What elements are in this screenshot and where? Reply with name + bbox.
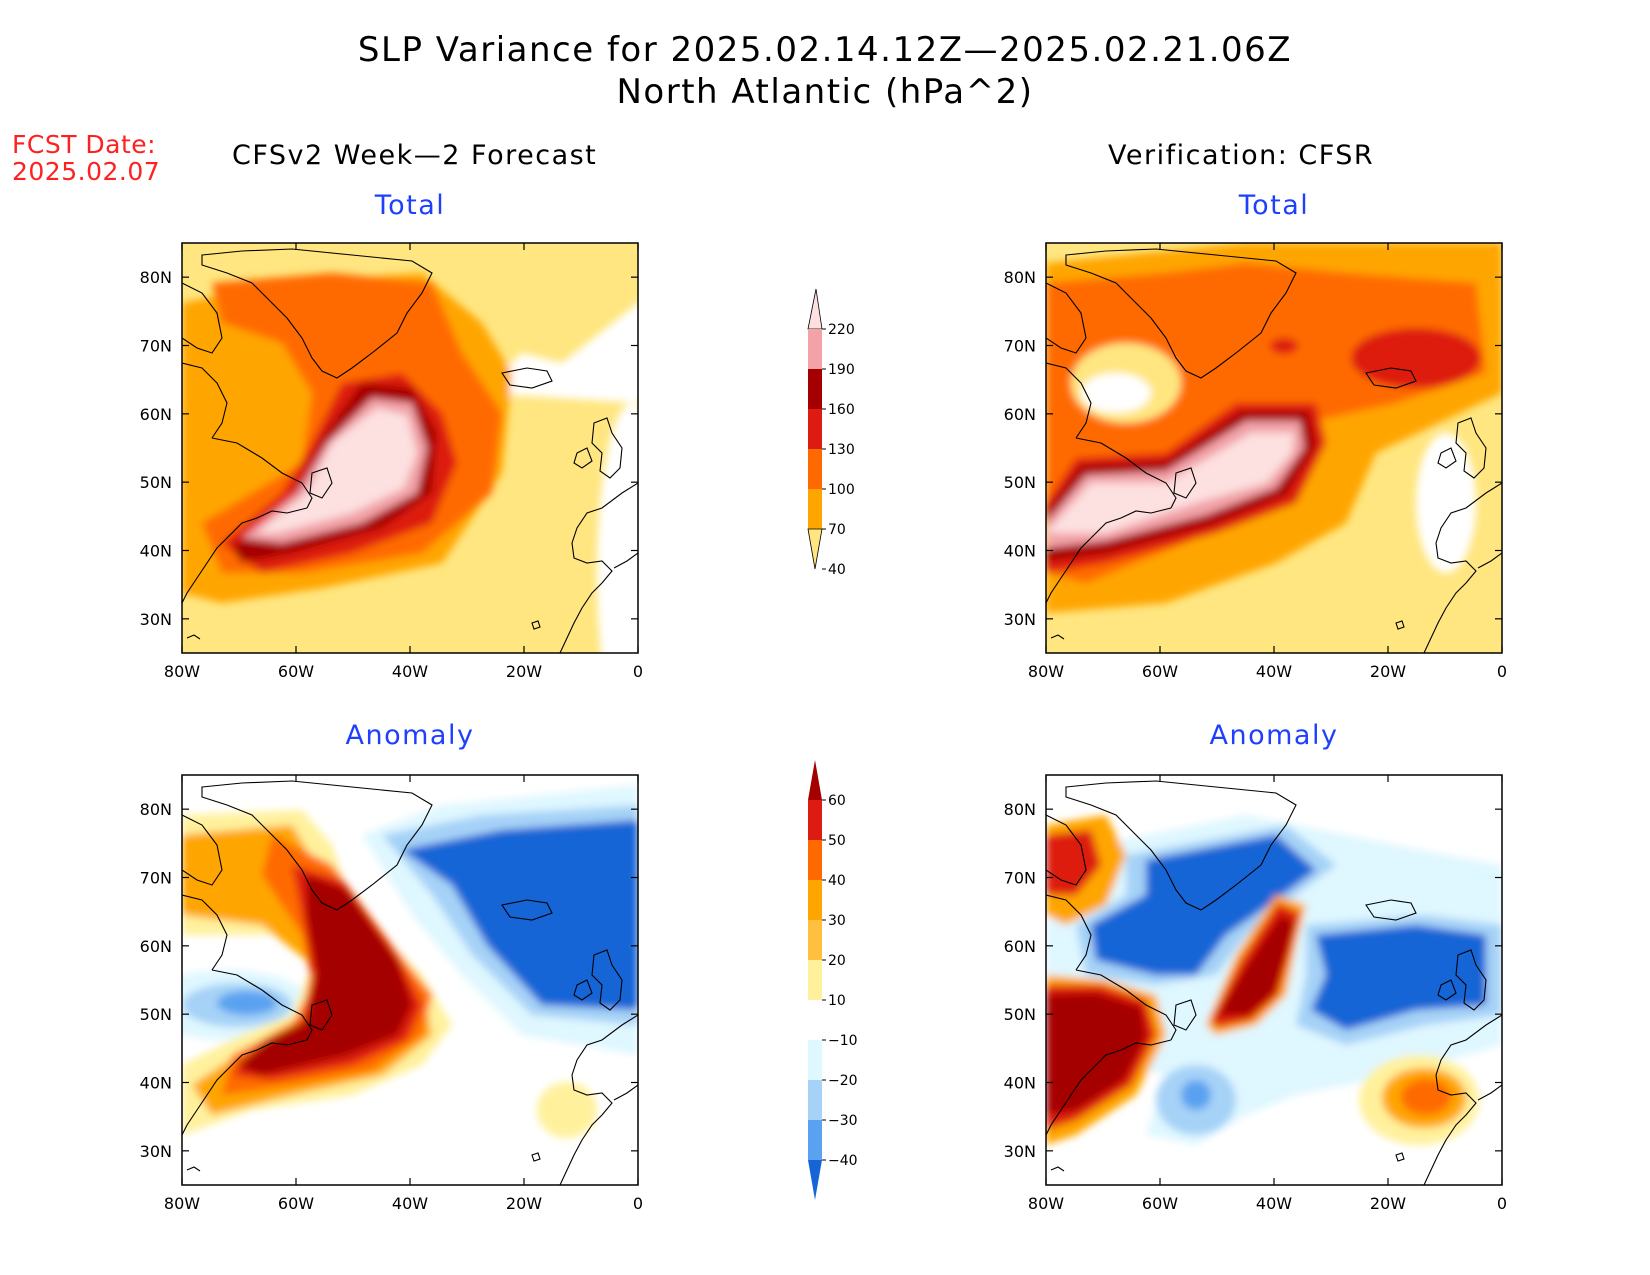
- main-title: SLP Variance for 2025.02.14.12Z—2025.02.…: [357, 30, 1293, 70]
- cb-total-segment: [808, 329, 822, 369]
- cb-anom-tip-top: [808, 760, 822, 800]
- fcst-anomaly-lat-label: 70N: [140, 869, 172, 888]
- cb-anom-segment: [808, 880, 822, 920]
- fcst-total-heading: Total: [374, 190, 446, 221]
- cb-anom-label: 50: [828, 833, 846, 849]
- cb-anom-label: −10: [828, 1033, 858, 1049]
- cfsr-anomaly-heading: Anomaly: [1209, 720, 1339, 751]
- fcst-anomaly-heading: Anomaly: [345, 720, 475, 751]
- cfsr-total-heading: Total: [1238, 190, 1310, 221]
- cb-anom-segment: [808, 1120, 822, 1160]
- fcst-date-label: FCST Date:: [12, 130, 157, 159]
- cfsr-total-map: [1045, 242, 1503, 654]
- cb-total-tip-bottom: [807, 528, 823, 570]
- cfsr-anomaly-lat-label: 50N: [1004, 1005, 1036, 1024]
- cb-anom-label: 10: [828, 993, 846, 1009]
- cfsr-anomaly-lat-label: 30N: [1004, 1142, 1036, 1161]
- cb-anom-segment: [808, 1080, 822, 1120]
- cfsr-total-lon-label: 40W: [1256, 662, 1292, 681]
- cfsr-total-lat-label: 70N: [1004, 337, 1036, 356]
- fcst-total-lon-label: 60W: [278, 662, 314, 681]
- fcst-total-map: [181, 242, 639, 654]
- cb-anom-segment: [808, 1000, 822, 1040]
- cfsr-anomaly-lat-label: 60N: [1004, 937, 1036, 956]
- cfsr-anomaly-lon-label: 40W: [1256, 1194, 1292, 1213]
- cb-total-label: 130: [828, 442, 855, 458]
- cfsr-total-lat-label: 50N: [1004, 473, 1036, 492]
- fcst-anomaly-lat-label: 40N: [140, 1074, 172, 1093]
- cb-total-segment: [808, 409, 822, 449]
- fcst-total-lon-label: 80W: [164, 662, 200, 681]
- cb-total-label: 100: [828, 482, 855, 498]
- cb-total-segment: [808, 369, 822, 409]
- cfsr-anomaly-lon-label: 20W: [1370, 1194, 1406, 1213]
- cb-total-label: 220: [828, 322, 855, 338]
- cb-anom-segment: [808, 1040, 822, 1080]
- cb-anom-label: −30: [828, 1113, 858, 1129]
- fcst-date-value: 2025.02.07: [12, 157, 161, 186]
- cfsr-total-lat-label: 80N: [1004, 268, 1036, 287]
- fcst-anomaly-lat-label: 60N: [140, 937, 172, 956]
- cb-anom-label: 60: [828, 793, 846, 809]
- cb-anom-label: 20: [828, 953, 846, 969]
- cb-total-label: 70: [828, 522, 846, 538]
- cb-anom-label: 40: [828, 873, 846, 889]
- cfsr-total-lon-label: 60W: [1142, 662, 1178, 681]
- cb-total-tip-top: [807, 288, 823, 330]
- cb-anom-segment: [808, 800, 822, 840]
- cb-anom-segment: [808, 920, 822, 960]
- cb-total-segment: [808, 449, 822, 489]
- fcst-total-lon-label: 0: [633, 662, 643, 681]
- fcst-anomaly-lat-label: 80N: [140, 800, 172, 819]
- cfsr-total-lat-label: 60N: [1004, 405, 1036, 424]
- fcst-total-lat-label: 80N: [140, 268, 172, 287]
- cb-anom-segment: [808, 960, 822, 1000]
- fcst-anomaly-lat-label: 30N: [140, 1142, 172, 1161]
- cfsr-anomaly-lon-label: 80W: [1028, 1194, 1064, 1213]
- fcst-anomaly-lon-label: 60W: [278, 1194, 314, 1213]
- cfsr-anomaly-lon-label: 0: [1497, 1194, 1507, 1213]
- fcst-anomaly-map: [181, 774, 639, 1186]
- cfsr-total-lon-label: 0: [1497, 662, 1507, 681]
- cfsr-anomaly-lat-label: 80N: [1004, 800, 1036, 819]
- cfsr-anomaly-lat-label: 70N: [1004, 869, 1036, 888]
- fcst-total-lat-label: 60N: [140, 405, 172, 424]
- fcst-total-lat-label: 40N: [140, 542, 172, 561]
- forecast-column-title: CFSv2 Week—2 Forecast: [232, 140, 598, 171]
- fcst-anomaly-lon-label: 80W: [164, 1194, 200, 1213]
- cfsr-total-lon-label: 80W: [1028, 662, 1064, 681]
- cb-total-segment: [808, 489, 822, 529]
- cfsr-anomaly-map: [1045, 774, 1503, 1186]
- fcst-anomaly-lon-label: 40W: [392, 1194, 428, 1213]
- main-subtitle: North Atlantic (hPa^2): [616, 72, 1034, 112]
- fcst-anomaly-lat-label: 50N: [140, 1005, 172, 1024]
- cb-anom-segment: [808, 840, 822, 880]
- cfsr-total-lon-label: 20W: [1370, 662, 1406, 681]
- fcst-total-lon-label: 40W: [392, 662, 428, 681]
- anomaly-colorbar: 60 50 40 30 20 10 −10 −20 −30 −40: [808, 760, 858, 1200]
- total-colorbar: 220 190 160 130 100 70 40: [807, 288, 855, 578]
- cb-anom-label: −20: [828, 1073, 858, 1089]
- cfsr-total-lat-label: 40N: [1004, 542, 1036, 561]
- cb-anom-label: 30: [828, 913, 846, 929]
- cb-total-label: 190: [828, 362, 855, 378]
- fcst-anomaly-lon-label: 0: [633, 1194, 643, 1213]
- cb-total-label: 40: [828, 562, 846, 578]
- cb-total-label: 160: [828, 402, 855, 418]
- fcst-total-lon-label: 20W: [506, 662, 542, 681]
- cfsr-anomaly-lon-label: 60W: [1142, 1194, 1178, 1213]
- fcst-total-lat-label: 50N: [140, 473, 172, 492]
- cfsr-total-lat-label: 30N: [1004, 610, 1036, 629]
- fcst-anomaly-lon-label: 20W: [506, 1194, 542, 1213]
- fcst-total-lat-label: 70N: [140, 337, 172, 356]
- cb-anom-tip-bottom: [808, 1160, 822, 1200]
- cb-anom-label: −40: [828, 1153, 858, 1169]
- verification-column-title: Verification: CFSR: [1108, 140, 1375, 171]
- cfsr-anomaly-lat-label: 40N: [1004, 1074, 1036, 1093]
- fcst-total-lat-label: 30N: [140, 610, 172, 629]
